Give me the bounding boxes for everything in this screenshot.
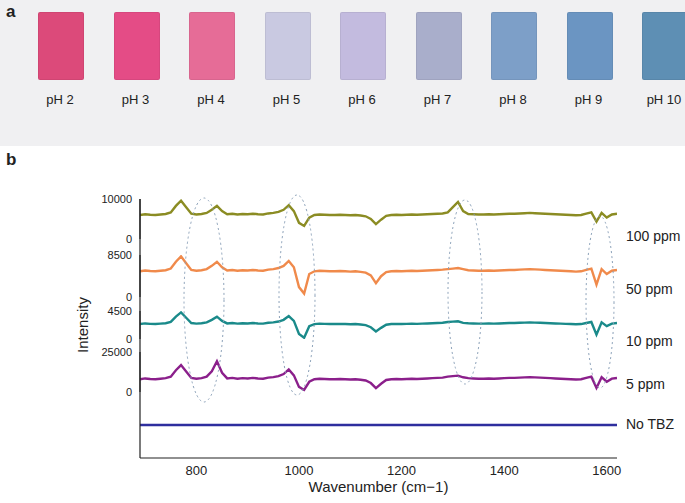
svg-text:0: 0: [126, 386, 132, 398]
svg-text:1600: 1600: [592, 463, 621, 478]
svg-text:1200: 1200: [387, 463, 416, 478]
html-text:a: a: [6, 2, 16, 21]
html-text:pH 8: pH 8: [499, 92, 527, 107]
html-text:5 ppm: 5 ppm: [626, 376, 665, 392]
html-text:No TBZ: No TBZ: [626, 416, 674, 432]
svg-text:800: 800: [186, 463, 208, 478]
html-text:pH 7: pH 7: [423, 92, 452, 107]
html-text:pH 10: pH 10: [646, 92, 682, 107]
svg-text:10000: 10000: [101, 193, 132, 205]
html-text:Intensity: Intensity: [73, 297, 91, 353]
html-text:Wavenumber (cm−1): Wavenumber (cm−1): [308, 478, 449, 495]
html-text:pH 6: pH 6: [348, 92, 376, 107]
svg-text:0: 0: [126, 333, 132, 345]
html-text:pH 2: pH 2: [46, 92, 74, 107]
html-text:b: b: [6, 150, 17, 169]
svg-text:1000: 1000: [285, 463, 314, 478]
html-text:pH 3: pH 3: [121, 92, 150, 107]
svg-text:25000: 25000: [101, 346, 132, 358]
html-text:pH 4: pH 4: [197, 92, 225, 107]
html-text:10 ppm: 10 ppm: [626, 333, 673, 349]
svg-text:8500: 8500: [108, 249, 132, 261]
html-text:pH 5: pH 5: [272, 92, 301, 107]
svg-text:0: 0: [126, 233, 132, 245]
svg-text:4500: 4500: [108, 305, 132, 317]
html-text:pH 9: pH 9: [574, 92, 603, 107]
html-text:100 ppm: 100 ppm: [626, 228, 681, 244]
svg-text:0: 0: [126, 291, 132, 303]
html-text:50 ppm: 50 ppm: [626, 281, 673, 297]
svg-text:1400: 1400: [490, 463, 519, 478]
